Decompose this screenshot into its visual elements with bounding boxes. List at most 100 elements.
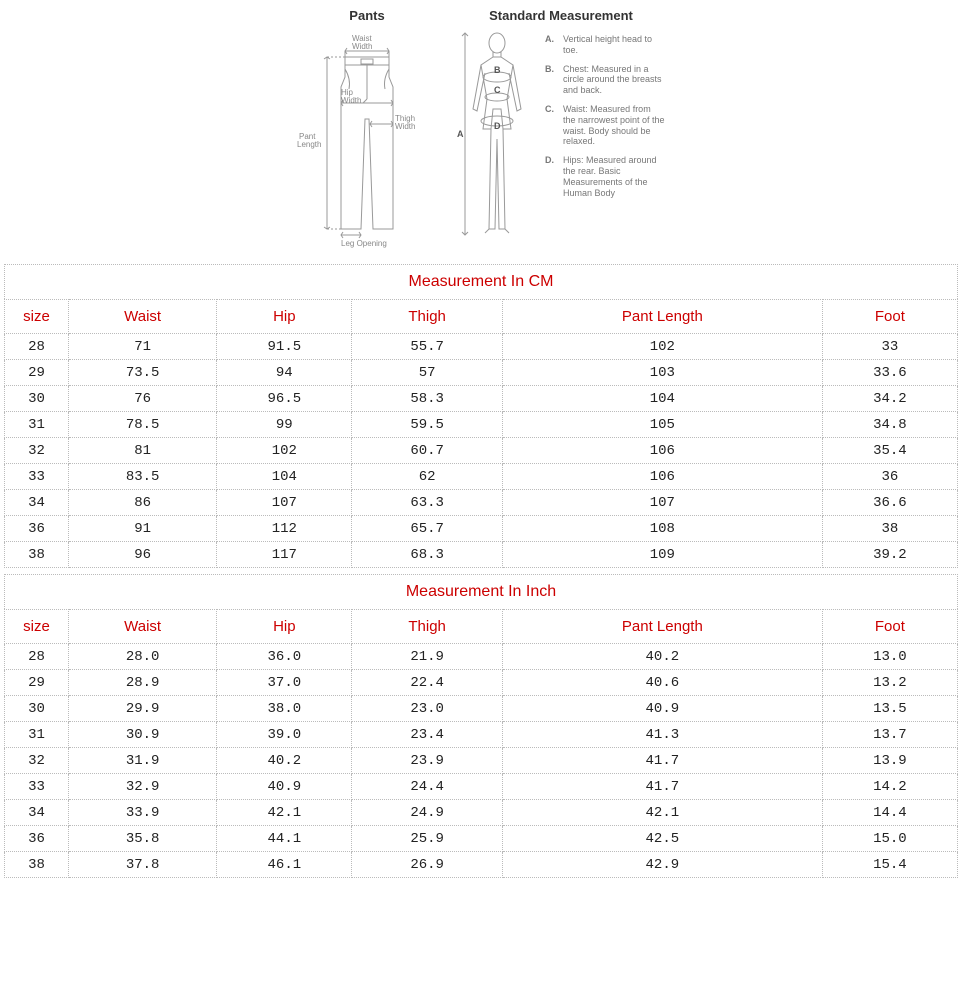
table-cell: 13.7 [822, 722, 957, 748]
table-cell: 42.1 [217, 800, 352, 826]
table-cell: 36 [822, 464, 957, 490]
table-cell: 30 [5, 386, 69, 412]
table-row: 3130.939.023.441.313.7 [5, 722, 958, 748]
legend-text: Waist: Measured from the narrowest point… [563, 104, 665, 147]
diagrams-row: Pants [4, 8, 958, 249]
col-header: Waist [69, 300, 217, 334]
col-header: size [5, 300, 69, 334]
table-cell: 14.4 [822, 800, 957, 826]
table-cell: 57 [352, 360, 502, 386]
cm-caption: Measurement In CM [4, 264, 958, 299]
table-cell: 38 [5, 852, 69, 878]
table-row: 348610763.310736.6 [5, 490, 958, 516]
table-cell: 42.1 [502, 800, 822, 826]
col-header: Pant Length [502, 300, 822, 334]
body-label-c: C [494, 85, 501, 95]
table-cell: 91.5 [217, 334, 352, 360]
table-cell: 41.7 [502, 748, 822, 774]
standard-diagram-block: Standard Measurement [457, 8, 665, 249]
table-cell: 36 [5, 826, 69, 852]
table-cell: 38 [822, 516, 957, 542]
svg-text:Width: Width [352, 42, 372, 51]
legend-key: B. [545, 64, 557, 96]
col-header: Foot [822, 300, 957, 334]
table-cell: 30.9 [69, 722, 217, 748]
table-cell: 46.1 [217, 852, 352, 878]
table-cell: 26.9 [352, 852, 502, 878]
table-row: 369111265.710838 [5, 516, 958, 542]
table-cell: 42.9 [502, 852, 822, 878]
table-cell: 36.6 [822, 490, 957, 516]
table-cell: 35.8 [69, 826, 217, 852]
table-cell: 33 [5, 774, 69, 800]
measurement-legend: A. Vertical height head to toe. B. Chest… [545, 29, 665, 249]
table-cell: 15.0 [822, 826, 957, 852]
table-cell: 31 [5, 722, 69, 748]
table-cell: 106 [502, 464, 822, 490]
legend-item: D. Hips: Measured around the rear. Basic… [545, 155, 665, 198]
table-cell: 39.0 [217, 722, 352, 748]
table-cell: 94 [217, 360, 352, 386]
table-cell: 99 [217, 412, 352, 438]
table-cell: 96.5 [217, 386, 352, 412]
table-cell: 65.7 [352, 516, 502, 542]
table-cell: 38 [5, 542, 69, 568]
body-label-b: B [494, 65, 501, 75]
table-row: 3231.940.223.941.713.9 [5, 748, 958, 774]
table-cell: 106 [502, 438, 822, 464]
table-cell: 35.4 [822, 438, 957, 464]
pants-diagram-svg: WaistWidth HipWidth ThighWidth PantLengt… [297, 29, 437, 249]
table-cell: 21.9 [352, 644, 502, 670]
body-diagram-svg: A B C D [457, 29, 537, 249]
table-cell: 32.9 [69, 774, 217, 800]
body-label-a: A [457, 129, 464, 139]
table-cell: 40.2 [502, 644, 822, 670]
table-cell: 24.9 [352, 800, 502, 826]
table-cell: 40.6 [502, 670, 822, 696]
table-cell: 32 [5, 748, 69, 774]
table-cell: 37.8 [69, 852, 217, 878]
legend-text: Hips: Measured around the rear. Basic Me… [563, 155, 665, 198]
table-cell: 55.7 [352, 334, 502, 360]
table-cell: 76 [69, 386, 217, 412]
table-cell: 37.0 [217, 670, 352, 696]
legend-key: C. [545, 104, 557, 147]
table-cell: 25.9 [352, 826, 502, 852]
table-cell: 105 [502, 412, 822, 438]
legend-text: Chest: Measured in a circle around the b… [563, 64, 665, 96]
table-cell: 23.0 [352, 696, 502, 722]
col-header: Thigh [352, 300, 502, 334]
table-cell: 30 [5, 696, 69, 722]
col-header: Hip [217, 300, 352, 334]
table-cell: 28.9 [69, 670, 217, 696]
col-header: Waist [69, 610, 217, 644]
table-row: 3178.59959.510534.8 [5, 412, 958, 438]
table-cell: 83.5 [69, 464, 217, 490]
table-cell: 104 [217, 464, 352, 490]
table-cell: 68.3 [352, 542, 502, 568]
legend-item: A. Vertical height head to toe. [545, 34, 665, 56]
legend-key: A. [545, 34, 557, 56]
table-cell: 81 [69, 438, 217, 464]
svg-text:Width: Width [341, 96, 361, 105]
table-cell: 29.9 [69, 696, 217, 722]
table-cell: 13.0 [822, 644, 957, 670]
table-cell: 96 [69, 542, 217, 568]
table-row: 3433.942.124.942.114.4 [5, 800, 958, 826]
svg-text:Leg Opening: Leg Opening [341, 239, 387, 248]
col-header: size [5, 610, 69, 644]
table-cell: 42.5 [502, 826, 822, 852]
table-cell: 23.9 [352, 748, 502, 774]
cm-table: Measurement In CM sizeWaistHipThighPant … [4, 264, 958, 568]
table-row: 3635.844.125.942.515.0 [5, 826, 958, 852]
table-cell: 33.6 [822, 360, 957, 386]
table-cell: 107 [502, 490, 822, 516]
table-cell: 33 [5, 464, 69, 490]
body-label-d: D [494, 121, 501, 131]
table-cell: 15.4 [822, 852, 957, 878]
table-cell: 109 [502, 542, 822, 568]
table-row: 3029.938.023.040.913.5 [5, 696, 958, 722]
table-cell: 13.9 [822, 748, 957, 774]
inch-caption: Measurement In Inch [4, 574, 958, 609]
table-cell: 34 [5, 490, 69, 516]
